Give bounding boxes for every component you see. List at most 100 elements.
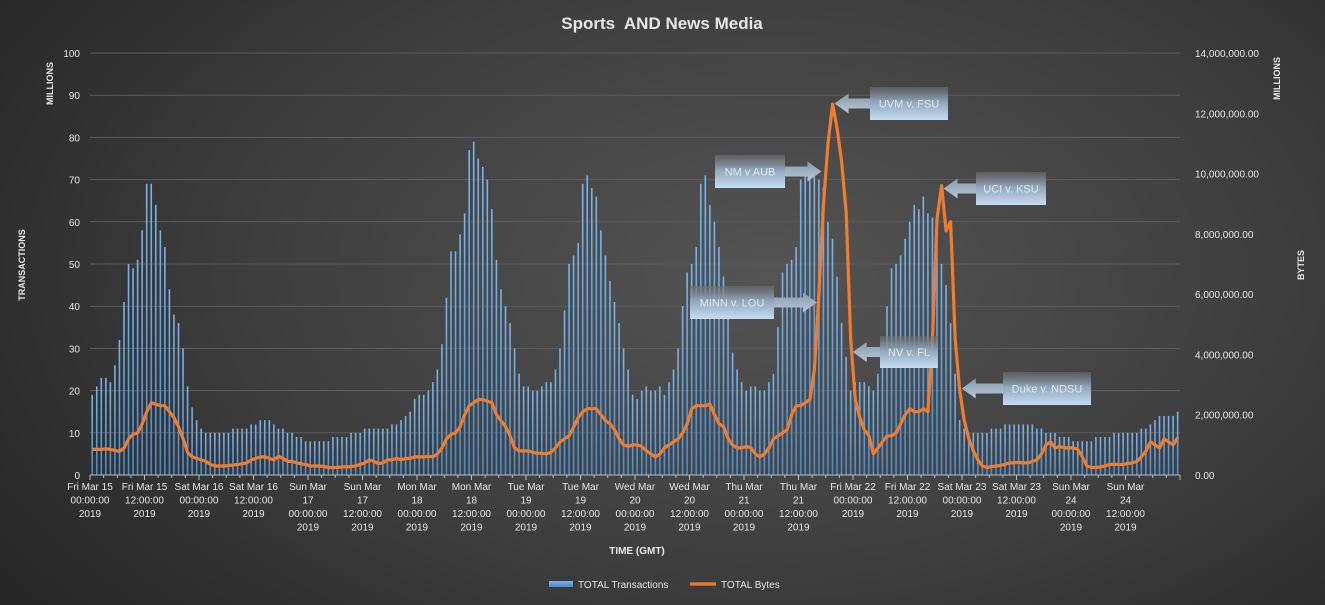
x-tick-label-line: 00:00:00 [725, 509, 764, 520]
transactions-bar [1154, 420, 1156, 475]
transactions-bar [359, 432, 361, 475]
transactions-bar [722, 276, 725, 475]
transactions-bar [177, 323, 180, 475]
transactions-bar [527, 386, 529, 475]
transactions-bar [799, 179, 802, 475]
transactions-bar [600, 230, 602, 475]
transactions-bar [995, 428, 997, 475]
transactions-bar [763, 390, 766, 475]
transactions-bar [1054, 432, 1056, 475]
transactions-bar [631, 394, 634, 475]
transactions-bar [250, 424, 252, 475]
annotation-label: NM v AUB [725, 167, 776, 179]
transactions-bar [350, 432, 352, 475]
transactions-bar [114, 365, 116, 475]
transactions-bar [886, 306, 888, 475]
transactions-bar [613, 301, 616, 475]
y-left-tick-label: 70 [69, 176, 81, 187]
transactions-bar [654, 390, 657, 475]
x-tick-label-line: 2019 [1114, 523, 1137, 534]
x-tick-label-line: 00:00:00 [289, 509, 328, 520]
annotation-callout: UCI v. KSU [943, 172, 1046, 205]
transactions-bar [822, 188, 825, 476]
transactions-bar [209, 432, 212, 475]
transactions-bar [309, 441, 311, 475]
x-tick-label-line: 2019 [1060, 523, 1083, 534]
y-left-tick-label: 80 [69, 133, 81, 144]
transactions-bar [618, 323, 620, 475]
transactions-bar [132, 268, 134, 475]
transactions-bar [1167, 415, 1170, 475]
transactions-bar [368, 428, 371, 475]
x-tick-label-line: 12:00:00 [670, 509, 709, 520]
x-tick-label-line: 21 [738, 496, 750, 507]
annotation-arrow-icon [834, 93, 870, 114]
x-tick-label-line: 2019 [1005, 509, 1028, 520]
transactions-bar [300, 437, 302, 475]
y-right-axis-title: BYTES [1296, 250, 1306, 280]
transactions-bar [754, 386, 757, 475]
x-tick-label-line: Sun Mar [1107, 482, 1145, 493]
x-tick-label-line: 2019 [569, 523, 592, 534]
x-tick-label-line: 12:00:00 [125, 496, 164, 507]
x-tick-label-line: Tue Mar [508, 482, 546, 493]
annotation-label: UCI v. KSU [983, 184, 1038, 196]
transactions-bar [536, 390, 539, 475]
transactions-bar [945, 285, 947, 475]
transactions-bar [522, 386, 525, 475]
transactions-bar [441, 344, 443, 475]
x-tick-label-line: Sun Mar [1052, 482, 1090, 493]
y-left-unit-label: MILLIONS [45, 62, 55, 105]
x-tick-label: Mon Mar 18 12:00:00 2019 [452, 482, 492, 534]
x-tick-label: Tue Mar 19 12:00:00 2019 [561, 482, 600, 534]
transactions-bar [109, 382, 112, 475]
transactions-bar [254, 424, 257, 475]
x-tick-label-line: 2019 [515, 523, 538, 534]
transactions-bar [1045, 432, 1047, 475]
x-tick-label: Fri Mar 22 12:00:00 2019 [885, 482, 931, 520]
transactions-bar [432, 382, 434, 475]
transactions-bar [282, 428, 284, 475]
transactions-bar [1095, 437, 1097, 475]
x-tick-label-line: 19 [575, 496, 587, 507]
transactions-bar [100, 377, 103, 475]
transactions-bar [105, 377, 107, 475]
transactions-bar [277, 428, 280, 475]
y-right-tick-label: 2,000,000.00 [1195, 411, 1254, 422]
x-tick-label-line: 24 [1065, 496, 1077, 507]
transactions-bar [541, 386, 543, 475]
x-tick-label-line: 00:00:00 [1052, 509, 1091, 520]
transactions-bar [622, 348, 625, 475]
transactions-bar [572, 255, 575, 475]
transactions-bar [1135, 432, 1138, 475]
transactions-bar [1086, 441, 1088, 475]
x-tick-label-line: 00:00:00 [398, 509, 437, 520]
x-tick-label: Mon Mar 18 00:00:00 2019 [397, 482, 437, 534]
transactions-bar [327, 441, 330, 475]
x-tick-label-line: Fri Mar 22 [885, 482, 931, 493]
x-tick-label: Fri Mar 15 00:00:00 2019 [67, 482, 113, 520]
x-tick-label-line: 2019 [406, 523, 429, 534]
x-tick-label-line: 00:00:00 [943, 496, 982, 507]
transactions-bar [386, 428, 389, 475]
transactions-bar [395, 424, 398, 475]
transactions-bar [704, 175, 707, 475]
transactions-bar [1090, 441, 1093, 475]
transactions-bar [1026, 424, 1029, 475]
annotations: UVM v. FSU NM v AUB MINN v. LOU NV v. FL UCI… [690, 87, 1091, 405]
x-tick-label-line: 00:00:00 [616, 509, 655, 520]
transactions-bar [777, 327, 779, 475]
x-tick-label-line: 12:00:00 [234, 496, 273, 507]
transactions-bar [95, 386, 98, 475]
y-left-tick-label: 40 [69, 302, 81, 313]
annotation-callout: NV v. FL [852, 336, 938, 368]
transactions-bar [286, 432, 289, 475]
transactions-bar [291, 432, 293, 475]
transactions-bar [1058, 437, 1061, 475]
transactions-bar [1122, 432, 1124, 475]
annotation-arrow-icon [852, 342, 880, 362]
x-tick-label: Wed Mar 20 12:00:00 2019 [669, 482, 710, 534]
transactions-bar [677, 348, 679, 475]
transactions-bar [781, 272, 784, 475]
